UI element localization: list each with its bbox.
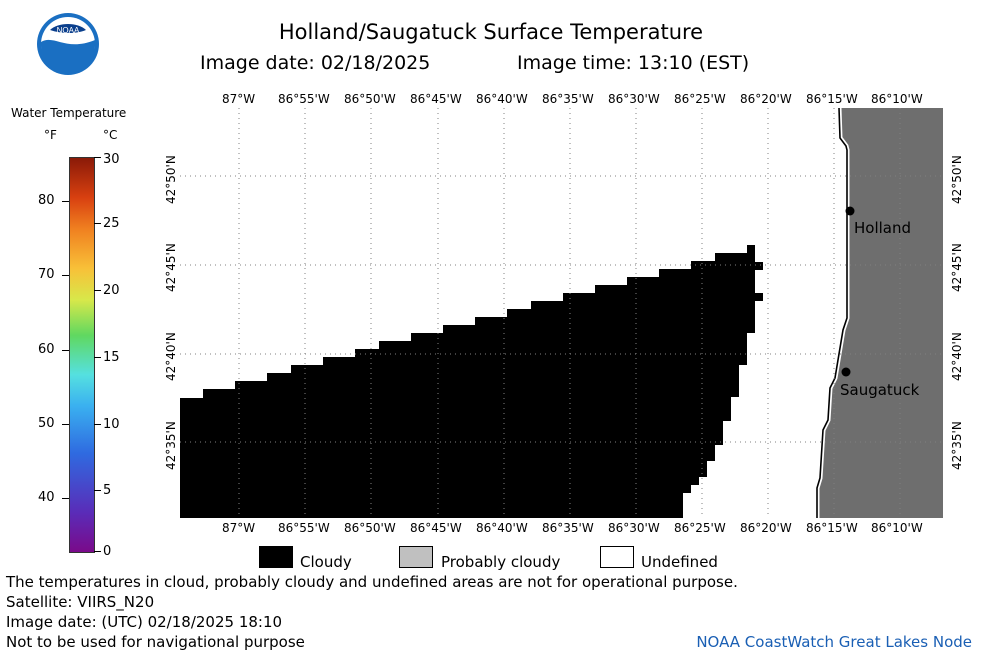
noaa-logo-text: NOAA <box>57 26 80 35</box>
utc-date: Image date: (UTC) 02/18/2025 18:10 <box>6 613 283 631</box>
lat-label: 42°35'N <box>164 421 178 470</box>
c-tick-label: 20 <box>103 283 120 298</box>
lat-label: 42°50'N <box>950 155 964 204</box>
probably-cloudy-label: Probably cloudy <box>441 553 561 571</box>
f-tick-label: 50 <box>38 416 55 431</box>
cloudy-area <box>180 245 763 518</box>
lon-label: 86°20'W <box>740 521 792 535</box>
cloudy-label: Cloudy <box>300 553 352 571</box>
lon-label: 86°45'W <box>410 521 462 535</box>
undefined-swatch <box>600 546 634 568</box>
lon-label: 86°15'W <box>806 521 858 535</box>
lat-label: 42°45'N <box>164 243 178 292</box>
holland-marker <box>845 206 855 216</box>
satellite-info: Satellite: VIIRS_N20 <box>6 593 155 611</box>
city-label-holland: Holland <box>854 219 912 237</box>
c-tick-label: 10 <box>103 417 120 432</box>
lon-label: 87°W <box>222 521 256 535</box>
lon-label: 86°25'W <box>674 92 726 106</box>
map-title: Holland/Saugatuck Surface Temperature <box>278 20 704 44</box>
lon-label: 86°40'W <box>476 521 528 535</box>
cloud-warning: The temperatures in cloud, probably clou… <box>6 573 738 591</box>
lon-label: 86°45'W <box>410 92 462 106</box>
lat-label: 42°50'N <box>164 155 178 204</box>
c-tick-label: 15 <box>103 350 120 365</box>
f-tick-label: 40 <box>38 490 55 505</box>
temperature-colorbar <box>69 157 95 553</box>
image-date: Image date: 02/18/2025 <box>200 52 431 74</box>
lon-label: 86°35'W <box>542 521 594 535</box>
c-tick-label: 25 <box>103 216 120 231</box>
lon-label: 86°40'W <box>476 92 528 106</box>
lon-label: 86°10'W <box>871 521 923 535</box>
lon-label: 86°30'W <box>608 521 660 535</box>
lat-label: 42°40'N <box>164 332 178 381</box>
legend-unit-c: °C <box>103 128 118 142</box>
lon-label: 86°55'W <box>278 521 330 535</box>
lat-label: 42°40'N <box>950 332 964 381</box>
lat-label: 42°35'N <box>950 421 964 470</box>
lon-label: 86°10'W <box>871 92 923 106</box>
lon-label: 86°50'W <box>344 92 396 106</box>
navigation-warning: Not to be used for navigational purpose <box>6 633 305 651</box>
f-tick-label: 80 <box>38 193 55 208</box>
lon-label: 86°15'W <box>806 92 858 106</box>
c-tick-label: 5 <box>103 483 112 498</box>
legend-title: Water Temperature <box>11 106 127 120</box>
lon-label: 86°55'W <box>278 92 330 106</box>
c-tick-label: 30 <box>103 152 120 167</box>
lon-label: 86°25'W <box>674 521 726 535</box>
legend-unit-f: °F <box>44 128 57 142</box>
lon-label: 87°W <box>222 92 256 106</box>
map-panel <box>180 108 943 518</box>
lon-label: 86°20'W <box>740 92 792 106</box>
undefined-label: Undefined <box>641 553 718 571</box>
cloudy-swatch <box>259 546 293 568</box>
c-tick-label: 0 <box>103 544 112 559</box>
image-time: Image time: 13:10 (EST) <box>517 52 750 74</box>
lon-label: 86°30'W <box>608 92 660 106</box>
lon-label: 86°35'W <box>542 92 594 106</box>
lon-label: 86°50'W <box>344 521 396 535</box>
f-tick-label: 60 <box>38 342 55 357</box>
city-label-saugatuck: Saugatuck <box>840 381 920 399</box>
lat-label: 42°45'N <box>950 243 964 292</box>
probably-cloudy-swatch <box>399 546 433 568</box>
credit-link[interactable]: NOAA CoastWatch Great Lakes Node <box>696 633 972 651</box>
noaa-logo: NOAA <box>36 12 100 76</box>
f-tick-label: 70 <box>38 267 55 282</box>
saugatuck-marker <box>841 367 851 377</box>
